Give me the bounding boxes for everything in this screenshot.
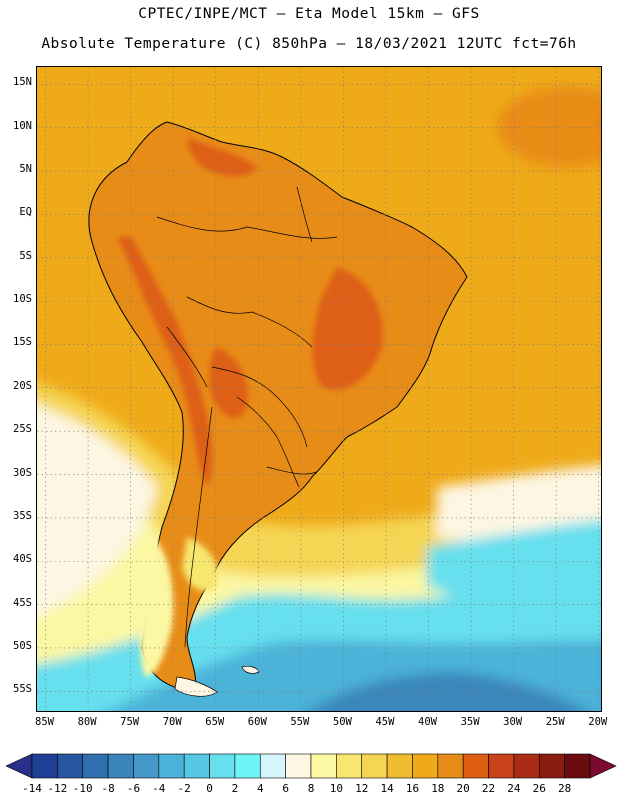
lon-tick-label: 30W [503,716,523,728]
chart-title-line1: CPTEC/INPE/MCT – Eta Model 15km – GFS [138,6,480,22]
colorbar-tick-label: -6 [126,782,141,795]
land-hot-andes [117,237,213,487]
colorbar-swatch [513,753,540,779]
colorbar-swatch [107,753,134,779]
lat-tick-label: 25S [13,423,32,436]
lon-tick-label: 75W [120,716,140,728]
lat-tick-label: EQ [19,206,32,219]
land-hot-brazil [312,267,383,390]
lat-tick-label: 20S [13,379,32,392]
colorbar-tick-label: -8 [101,782,115,795]
colorbar-tick-label: 12 [355,782,369,795]
lon-tick-label: 40W [418,716,437,728]
lat-tick-label: 40S [13,553,32,566]
map-panel [36,66,602,712]
colorbar-swatch [336,753,363,779]
lat-tick-label: 30S [13,466,32,479]
colorbar [5,753,617,779]
colorbar-tick-label: 2 [231,782,239,795]
colorbar-swatch [538,753,565,779]
colorbar-tick-label: -10 [72,782,93,795]
lon-tick-label: 65W [205,716,225,728]
lat-tick-label: 5N [19,163,32,176]
colorbar-swatch [133,753,160,779]
colorbar-swatch [386,753,413,779]
colorbar-swatch [209,753,236,779]
lon-tick-label: 45W [375,716,395,728]
colorbar-swatch [412,753,439,779]
lat-tick-label: 5S [19,249,32,262]
south-america-landmass [88,121,468,693]
colorbar-swatch [259,753,286,779]
lat-tick-label: 10N [13,119,32,132]
lat-tick-label: 35S [13,509,32,522]
colorbar-tick-label: 28 [558,782,572,795]
colorbar-swatch [234,753,261,779]
colorbar-swatch [158,753,185,779]
colorbar-swatch [31,753,58,779]
colorbar-swatch [361,753,388,779]
colorbar-tick-label: 26 [532,782,546,795]
colorbar-swatch [57,753,84,779]
political-borders [156,186,338,648]
land-hot-chaco [209,347,248,418]
colorbar-tick-label: 10 [329,782,343,795]
ocean-field-warm-ne [497,87,601,167]
colorbar-swatch [82,753,109,779]
colorbar-over-arrow [589,753,617,779]
colorbar-tick-label: 24 [507,782,521,795]
colorbar-tick-label: 20 [456,782,470,795]
colorbar-swatch [183,753,210,779]
lon-tick-label: 60W [247,716,267,728]
lat-tick-label: 50S [13,639,32,652]
colorbar-swatch [310,753,337,779]
lon-tick-label: 85W [35,716,54,728]
land-cool-patagonia [139,537,174,677]
colorbar-tick-label: 14 [380,782,394,795]
colorbar-tick-label: 8 [307,782,315,795]
lon-tick-label: 70W [162,716,182,728]
lat-tick-label: 10S [13,293,32,306]
lat-tick-label: 15N [13,76,32,89]
colorbar-tick-label: -14 [22,782,42,795]
colorbar-swatch [488,753,515,779]
colorbar-tick-label: 22 [481,782,496,795]
lon-tick-label: 25W [545,716,565,728]
lat-tick-label: 15S [13,336,32,349]
colorbar-tick-label: 4 [256,782,264,795]
temperature-map [37,67,601,711]
colorbar-tick-label: -2 [177,782,191,795]
lon-tick-label: 20W [588,716,608,728]
colorbar-swatch [462,753,489,779]
lon-tick-label: 35W [460,716,480,728]
lon-tick-label: 80W [77,716,97,728]
colorbar-under-arrow [5,753,33,779]
lat-tick-label: 55S [13,683,32,696]
chart-title-line2: Absolute Temperature (C) 850hPa – 18/03/… [41,36,577,52]
colorbar-tick-label: 0 [206,782,213,795]
colorbar-swatch [564,753,591,779]
colorbar-swatch [437,753,464,779]
colorbar-tick-label: -4 [152,782,166,795]
colorbar-tick-label: -12 [47,782,68,795]
colorbar-tick-label: 16 [405,782,420,795]
lon-tick-label: 55W [290,716,310,728]
colorbar-swatch [285,753,312,779]
colorbar-tick-label: 18 [431,782,445,795]
colorbar-tick-label: 6 [282,782,289,795]
lon-tick-label: 50W [332,716,352,728]
land-hot-venezuela [187,137,257,177]
ocean-field-coldest-south [309,672,587,711]
ocean-field-cream-west [37,404,157,618]
lat-tick-label: 45S [13,596,32,609]
